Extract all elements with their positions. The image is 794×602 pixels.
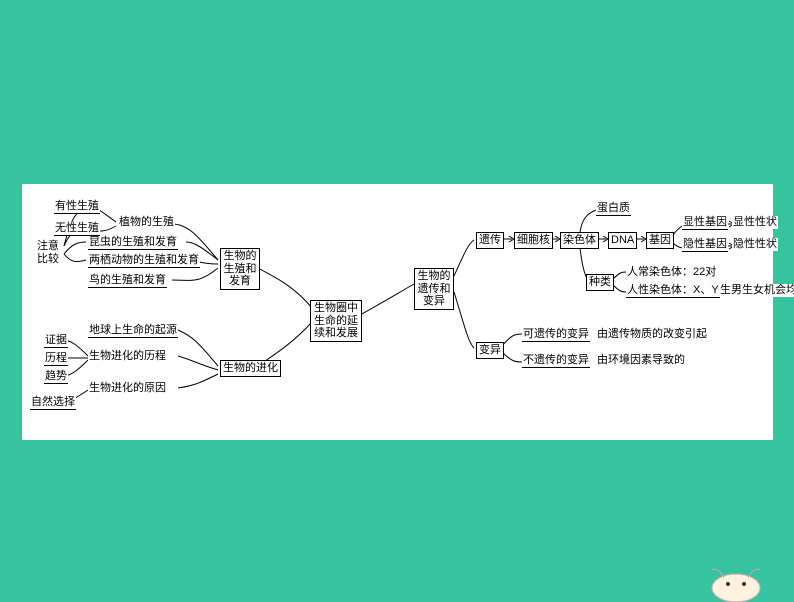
node-reproduction: 生物的生殖和发育 xyxy=(220,248,260,290)
label-protein: 蛋白质 xyxy=(596,202,631,216)
label-nonheritable-desc: 由环境因素导致的 xyxy=(596,354,686,367)
mascot-icon xyxy=(686,542,776,602)
label-evidence: 证据 xyxy=(44,334,68,348)
node-chromosome: 染色体 xyxy=(560,232,599,249)
label-heritable-var: 可遗传的变异 xyxy=(522,328,590,342)
label-course: 历程 xyxy=(44,352,68,366)
label-insect: 昆虫的生殖和发育 xyxy=(88,236,178,250)
label-trend: 趋势 xyxy=(44,370,68,384)
label-nonheritable-var: 不遗传的变异 xyxy=(522,354,590,368)
node-heredity: 遗传 xyxy=(476,232,504,249)
node-nucleus: 细胞核 xyxy=(514,232,553,249)
node-dna: DNA xyxy=(608,232,637,249)
label-bird: 鸟的生殖和发育 xyxy=(88,274,167,288)
label-asexual: 无性生殖 xyxy=(54,222,100,236)
node-heredity-variation: 生物的遗传和变异 xyxy=(414,268,454,310)
node-evolution: 生物的进化 xyxy=(220,360,281,377)
label-heritable-desc: 由遗传物质的改变引起 xyxy=(596,328,708,341)
label-sex-chromosome: 人性染色体：X、Y xyxy=(626,284,720,298)
node-variation: 变异 xyxy=(476,342,504,359)
label-dominant-gene: 显性基因 xyxy=(682,216,728,230)
label-plant-repro: 植物的生殖 xyxy=(118,216,175,229)
label-evo-cause: 生物进化的原因 xyxy=(88,382,167,395)
label-recessive-gene: 隐性基因 xyxy=(682,238,728,252)
diagram-panel: 生物圈中生命的延续和发展 生物的生殖和发育 生物的进化 生物的遗传和变异 注意比… xyxy=(22,184,773,440)
label-autosome: 人常染色体：22对 xyxy=(626,266,717,279)
note-compare: 注意比较 xyxy=(36,240,62,265)
label-sexual: 有性生殖 xyxy=(54,200,100,214)
label-dominant-trait: 显性性状 xyxy=(732,216,778,229)
label-natural-selection: 自然选择 xyxy=(30,396,76,410)
label-evo-history: 生物进化的历程 xyxy=(88,350,167,363)
node-gene: 基因 xyxy=(646,232,674,249)
node-types: 种类 xyxy=(586,274,614,291)
label-equal-chance: 生男生女机会均等 xyxy=(719,284,794,297)
label-origin: 地球上生命的起源 xyxy=(88,324,178,338)
root-node: 生物圈中生命的延续和发展 xyxy=(310,300,362,342)
label-recessive-trait: 隐性性状 xyxy=(732,238,778,251)
label-amphibian: 两栖动物的生殖和发育 xyxy=(88,254,200,268)
